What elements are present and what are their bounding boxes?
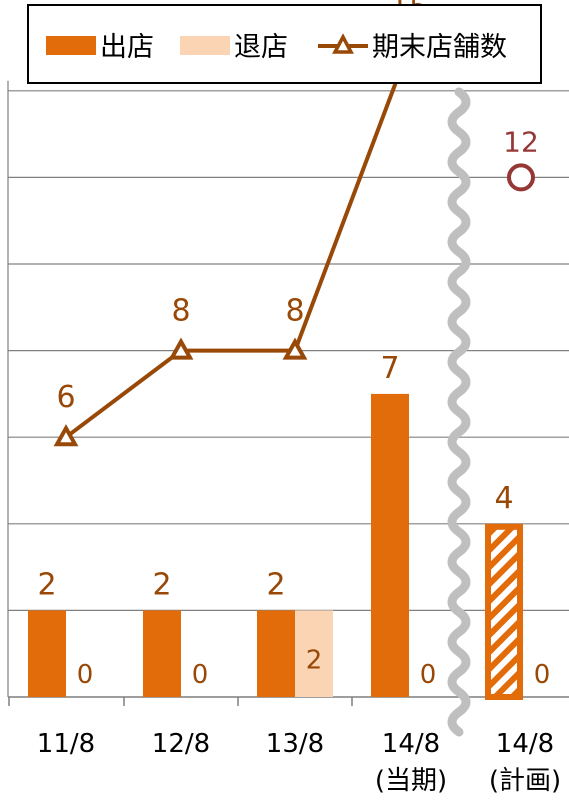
x-tick-label: 12/8 xyxy=(152,729,210,759)
data-label-closing: 0 xyxy=(192,660,209,690)
bar-opening-plan xyxy=(485,523,523,700)
bar-opening xyxy=(371,393,409,697)
line-point-marker xyxy=(53,424,79,447)
data-label-store-count: 8 xyxy=(171,294,190,329)
x-tick-sublabel: (計画) xyxy=(489,766,561,796)
store-count-series-line xyxy=(64,46,411,439)
data-label-opening: 4 xyxy=(494,481,513,516)
axis-break-wave xyxy=(447,87,471,737)
legend-marker-store-count xyxy=(332,33,354,54)
axis-break-wave-line xyxy=(447,87,471,737)
gridlines xyxy=(7,80,569,697)
legend-label-opening: 出店 xyxy=(100,32,154,63)
data-label-opening: 2 xyxy=(266,567,285,602)
bars xyxy=(28,393,523,700)
x-tick-label: 14/8 xyxy=(382,729,440,759)
legend: 出店 退店 期末店舗数 xyxy=(27,4,542,84)
x-tick-sublabel: (当期) xyxy=(375,766,447,796)
bar-opening xyxy=(257,610,295,697)
data-label-closing: 0 xyxy=(534,660,551,690)
data-label-opening: 2 xyxy=(152,567,171,602)
bar-opening xyxy=(143,610,181,697)
legend-swatch-closing xyxy=(180,36,230,55)
data-label-closing: 2 xyxy=(306,645,323,675)
legend-label-closing: 退店 xyxy=(234,32,288,63)
x-tick-label: 11/8 xyxy=(37,729,95,759)
x-tick-label: 13/8 xyxy=(266,729,324,759)
data-label-closing: 0 xyxy=(77,660,94,690)
legend-box xyxy=(27,4,542,84)
legend-label-store-count: 期末店舗数 xyxy=(372,32,507,63)
line-point-marker xyxy=(168,337,194,360)
x-tick-label: 14/8 xyxy=(496,729,554,759)
x-axis: 11/8 12/8 13/8 14/8 (当期) 14/8 (計画) xyxy=(8,696,569,796)
bar-opening xyxy=(28,610,66,697)
legend-swatch-opening xyxy=(46,36,96,55)
data-label-plan-store-count: 12 xyxy=(503,125,539,158)
data-label-store-count: 8 xyxy=(285,294,304,329)
data-labels: 22274002006881512 xyxy=(37,0,550,690)
line-point-marker xyxy=(282,337,308,360)
plan-store-count-marker xyxy=(507,163,535,192)
data-label-closing: 0 xyxy=(420,660,437,690)
bar-closing xyxy=(295,610,333,697)
data-label-opening: 2 xyxy=(37,567,56,602)
data-label-opening: 7 xyxy=(380,351,399,386)
data-label-store-count: 6 xyxy=(56,380,75,415)
